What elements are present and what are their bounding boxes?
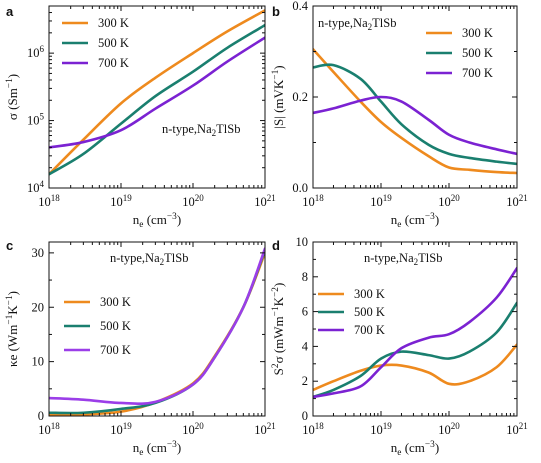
legend-label: 700 K bbox=[354, 323, 385, 337]
series-line-500k bbox=[49, 23, 265, 176]
legend-label: 500 K bbox=[354, 305, 385, 319]
x-axis-label: ne (cm−3) bbox=[391, 440, 439, 458]
plot-frame bbox=[48, 5, 266, 189]
legend-label: 300 K bbox=[462, 26, 493, 40]
y-tick-label: 106 bbox=[27, 44, 45, 60]
x-tick-label: 1020 bbox=[438, 421, 460, 437]
legend-label: 700 K bbox=[462, 66, 493, 80]
y-tick-label: 0.2 bbox=[292, 90, 308, 104]
series-line-500k bbox=[313, 63, 517, 166]
x-tick-label: 1018 bbox=[38, 421, 60, 437]
x-tick-label: 1021 bbox=[254, 421, 276, 437]
plot-frame bbox=[48, 241, 266, 417]
y-tick-label: 104 bbox=[27, 179, 45, 195]
x-tick-label: 1021 bbox=[506, 193, 528, 209]
series-line-500k bbox=[49, 248, 265, 415]
panel-letter: b bbox=[272, 4, 280, 19]
chart-panel-b: b 1018 1019 1020 1021 0.0 0.2 0.4 ne (cm−3) |S| (… bbox=[271, 0, 528, 230]
panel-letter: a bbox=[6, 4, 14, 19]
legend-label: 500 K bbox=[462, 46, 493, 60]
legend-label: 300 K bbox=[354, 287, 385, 301]
y-tick-label: 0 bbox=[38, 409, 44, 423]
y-axis-label: κe (Wm−1K−1) bbox=[5, 291, 20, 367]
x-tick-label: 1019 bbox=[370, 193, 392, 209]
chart-annotation: n-type,Na2TlSb bbox=[162, 122, 240, 138]
legend-label: 300 K bbox=[98, 16, 129, 30]
x-tick-label: 1019 bbox=[110, 193, 132, 209]
series-line-700k bbox=[313, 95, 517, 156]
legend-label: 500 K bbox=[100, 319, 131, 333]
y-tick-label: 10 bbox=[296, 235, 309, 249]
chart-annotation: n-type,Na2TlSb bbox=[318, 16, 396, 32]
y-tick-label: 0 bbox=[302, 409, 308, 423]
x-tick-label: 1018 bbox=[38, 193, 60, 209]
series-line-300k bbox=[313, 47, 517, 175]
x-tick-label: 1018 bbox=[302, 193, 324, 209]
y-tick-label: 0.4 bbox=[292, 0, 308, 13]
y-tick-label: 2 bbox=[302, 374, 308, 388]
series-line-700k bbox=[313, 266, 517, 399]
y-tick-label: 8 bbox=[302, 270, 308, 284]
series-line-700k bbox=[49, 247, 265, 405]
x-tick-label: 1021 bbox=[506, 421, 528, 437]
y-tick-label: 105 bbox=[27, 112, 45, 128]
panel-letter: d bbox=[272, 238, 280, 253]
series-line-700k bbox=[49, 36, 265, 149]
y-tick-label: 20 bbox=[32, 300, 45, 314]
y-tick-label: 6 bbox=[302, 305, 308, 319]
chart-annotation: n-type,Na2TlSb bbox=[110, 251, 188, 267]
x-axis-label: ne (cm−3) bbox=[391, 212, 439, 230]
x-tick-label: 1020 bbox=[182, 193, 204, 209]
x-tick-label: 1020 bbox=[182, 421, 204, 437]
x-tick-label: 1021 bbox=[254, 193, 276, 209]
chart-annotation: n-type,Na2TlSb bbox=[364, 251, 442, 267]
x-tick-label: 1019 bbox=[370, 421, 392, 437]
legend-label: 300 K bbox=[100, 295, 131, 309]
y-tick-label: 10 bbox=[32, 355, 45, 369]
x-axis-label: ne (cm−3) bbox=[133, 440, 181, 458]
series-line-300k bbox=[313, 343, 517, 392]
y-axis-label: σ (Sm−1) bbox=[5, 74, 20, 120]
legend-label: 700 K bbox=[100, 343, 131, 357]
series-line-300k bbox=[49, 251, 265, 416]
legend-label: 500 K bbox=[98, 36, 129, 50]
series-line-500k bbox=[313, 301, 517, 399]
chart-panel-a: a 1018 1019 1020 1021 104 105 106 ne (cm−3) σ (Sm… bbox=[5, 4, 276, 230]
x-tick-label: 1019 bbox=[110, 421, 132, 437]
y-tick-label: 4 bbox=[302, 339, 309, 353]
y-tick-label: 0.0 bbox=[292, 181, 308, 195]
x-tick-label: 1020 bbox=[438, 193, 460, 209]
y-axis-label: |S| (mVK−1) bbox=[271, 65, 286, 128]
x-axis-label: ne (cm−3) bbox=[133, 212, 181, 230]
panel-letter: c bbox=[6, 238, 13, 253]
legend-label: 700 K bbox=[98, 56, 129, 70]
y-tick-label: 30 bbox=[32, 246, 45, 260]
chart-panel-d: d 1018 1019 1020 1021 0 2 4 6 8 10 ne (cm−3) S2σ (mW… bbox=[271, 235, 528, 458]
x-tick-label: 1018 bbox=[302, 421, 324, 437]
y-axis-label: S2σ (mWm−1K−2) bbox=[271, 283, 286, 376]
series-line-300k bbox=[49, 9, 265, 176]
